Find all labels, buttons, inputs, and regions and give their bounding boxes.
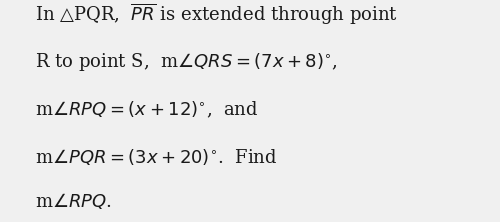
Text: m$\angle RPQ = (x+12)^{\circ}$,  and: m$\angle RPQ = (x+12)^{\circ}$, and <box>35 100 258 120</box>
Text: m$\angle RPQ$.: m$\angle RPQ$. <box>35 191 112 211</box>
Text: In △PQR,  $\overline{PR}$ is extended through point: In △PQR, $\overline{PR}$ is extended thr… <box>35 1 398 27</box>
Text: R to point S,  m$\angle QRS = (7x+8)^{\circ}$,: R to point S, m$\angle QRS = (7x+8)^{\ci… <box>35 51 338 73</box>
Text: m$\angle PQR = (3x+20)^{\circ}$.  Find: m$\angle PQR = (3x+20)^{\circ}$. Find <box>35 147 278 166</box>
